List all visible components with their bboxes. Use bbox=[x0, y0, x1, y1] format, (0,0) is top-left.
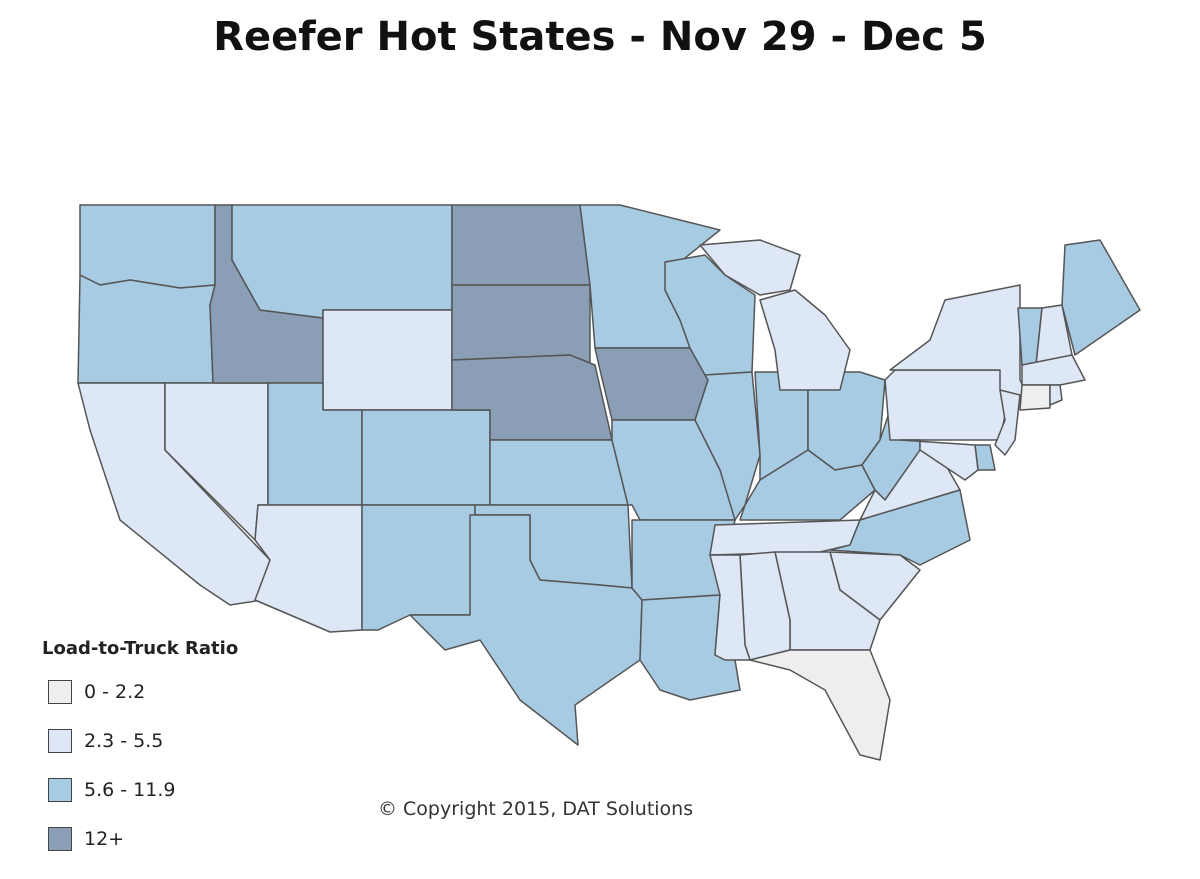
legend-item: 0 - 2.2 bbox=[42, 667, 238, 716]
state-ny bbox=[889, 284, 1031, 401]
state-wy bbox=[322, 309, 453, 411]
state-me bbox=[1061, 239, 1141, 356]
map-title: Reefer Hot States - Nov 29 - Dec 5 bbox=[213, 14, 987, 60]
legend-item: 2.3 - 5.5 bbox=[42, 716, 238, 765]
state-mt bbox=[231, 204, 453, 319]
state-fl bbox=[749, 649, 891, 761]
legend-label: 12+ bbox=[84, 827, 125, 850]
state-tx bbox=[409, 514, 643, 746]
legend-swatch bbox=[48, 826, 72, 851]
state-mi bbox=[759, 289, 851, 391]
state-ia bbox=[594, 347, 709, 421]
state-md bbox=[899, 439, 979, 481]
state-az bbox=[254, 504, 363, 633]
legend-swatch bbox=[48, 728, 72, 753]
state-co bbox=[361, 409, 491, 506]
state-ms bbox=[709, 554, 751, 661]
state-nc bbox=[829, 489, 971, 566]
legend: Load-to-Truck Ratio 0 - 2.2 2.3 - 5.5 5.… bbox=[42, 638, 238, 863]
legend-item: 12+ bbox=[42, 814, 238, 863]
state-nm bbox=[361, 504, 476, 631]
legend-label: 0 - 2.2 bbox=[84, 680, 146, 703]
state-ks bbox=[489, 439, 629, 506]
copyright-text: © Copyright 2015, DAT Solutions bbox=[378, 798, 694, 820]
state-miu bbox=[699, 239, 801, 296]
legend-label: 5.6 - 11.9 bbox=[84, 778, 176, 801]
legend-item: 5.6 - 11.9 bbox=[42, 765, 238, 814]
state-sd bbox=[451, 284, 591, 366]
state-pa bbox=[884, 369, 1011, 441]
state-ma bbox=[1021, 354, 1086, 386]
legend-swatch bbox=[48, 777, 72, 802]
state-nd bbox=[451, 204, 591, 286]
state-ct bbox=[1019, 384, 1051, 411]
state-nj bbox=[994, 389, 1021, 456]
state-ri bbox=[1049, 384, 1063, 406]
state-il bbox=[694, 371, 761, 521]
legend-title: Load-to-Truck Ratio bbox=[42, 638, 239, 659]
legend-swatch bbox=[48, 679, 72, 704]
state-wa bbox=[79, 204, 216, 289]
legend-label: 2.3 - 5.5 bbox=[84, 729, 164, 752]
state-or bbox=[77, 274, 216, 384]
